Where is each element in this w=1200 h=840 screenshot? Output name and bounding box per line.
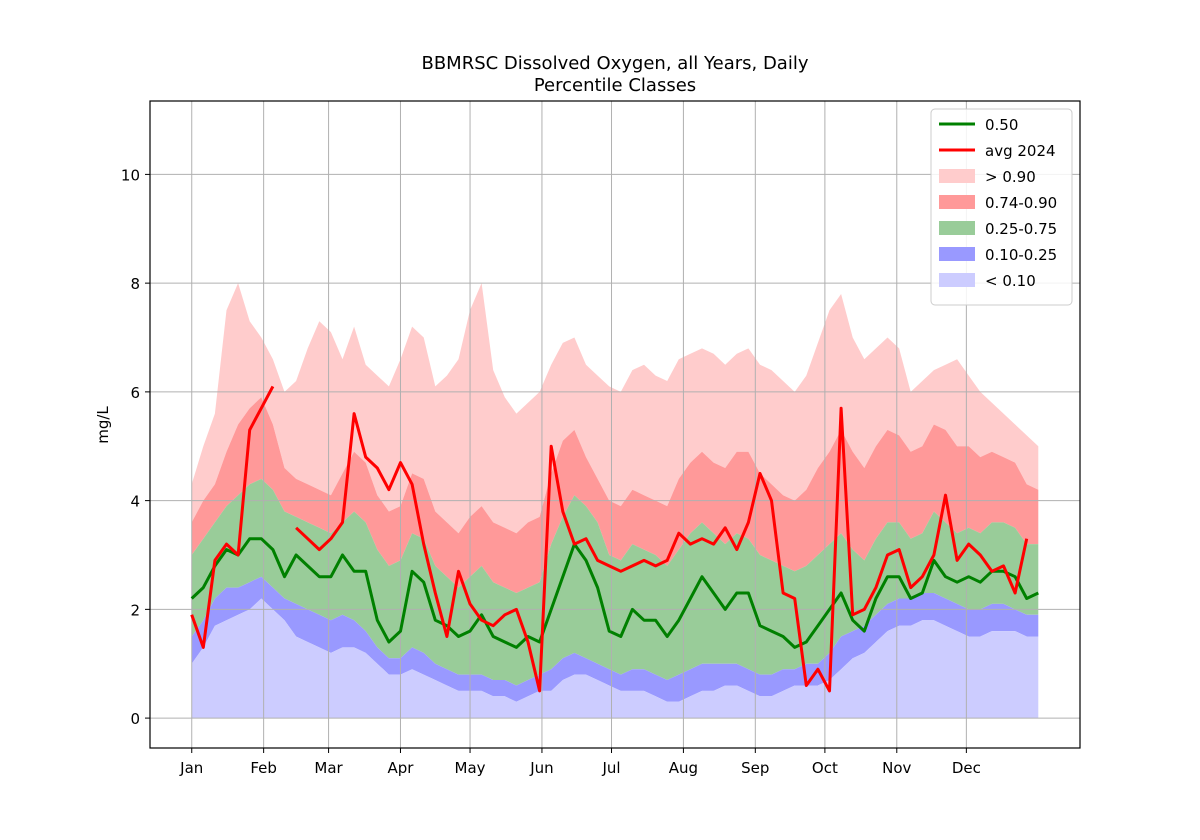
series-lines [190, 385, 1039, 693]
band-p74-p90 [191, 397, 1039, 593]
x-tick-label: Jul [601, 759, 620, 777]
legend-label: 0.25-0.75 [985, 220, 1057, 238]
legend-label: avg 2024 [985, 142, 1056, 160]
series-avg-2024-line [190, 385, 1029, 693]
x-tick-label: Oct [812, 759, 838, 777]
chart-title-line-2: Percentile Classes [534, 75, 696, 96]
legend: 0.50 avg 2024 > 0.90 0.74-0.90 0.25-0.75 0.10… [930, 108, 1073, 306]
grid [150, 101, 1080, 748]
y-tick-label: 2 [130, 601, 140, 619]
legend-swatch-patch [939, 195, 975, 209]
x-tick-label: Nov [882, 759, 911, 777]
legend-swatch-patch [939, 247, 975, 261]
legend-label: 0.74-0.90 [985, 194, 1057, 212]
x-tick-label: Jan [179, 759, 203, 777]
chart-title-line-1: BBMRSC Dissolved Oxygen, all Years, Dail… [421, 53, 808, 74]
band-p25-p75 [191, 478, 1039, 686]
x-tick-label: May [455, 759, 486, 777]
legend-label: 0.10-0.25 [985, 246, 1057, 264]
y-axis: 0 2 4 6 8 10 [121, 166, 150, 728]
x-tick-label: Jun [529, 759, 553, 777]
x-tick-label: Dec [952, 759, 981, 777]
y-tick-label: 10 [121, 166, 140, 184]
y-tick-label: 8 [130, 275, 140, 293]
x-tick-label: Feb [250, 759, 277, 777]
legend-label: > 0.90 [985, 168, 1036, 186]
legend-swatch-patch [939, 169, 975, 183]
y-axis-label: mg/L [94, 406, 112, 444]
legend-swatch-patch [939, 221, 975, 235]
y-tick-label: 6 [130, 384, 140, 402]
x-tick-label: Aug [669, 759, 698, 777]
series-median-line [190, 537, 1039, 649]
plot-frame [149, 100, 1081, 749]
legend-label: 0.50 [985, 116, 1018, 134]
x-tick-label: Mar [314, 759, 343, 777]
legend-swatch-patch [939, 273, 975, 287]
legend-label: < 0.10 [985, 272, 1036, 290]
band-p10-p25 [191, 576, 1039, 702]
y-tick-label: 0 [130, 710, 140, 728]
x-axis: Jan Feb Mar Apr May Jun Jul Aug Sep Oct Nov Dec [179, 748, 981, 777]
x-tick-label: Apr [387, 759, 414, 777]
y-tick-label: 4 [130, 493, 140, 511]
x-tick-label: Sep [741, 759, 769, 777]
